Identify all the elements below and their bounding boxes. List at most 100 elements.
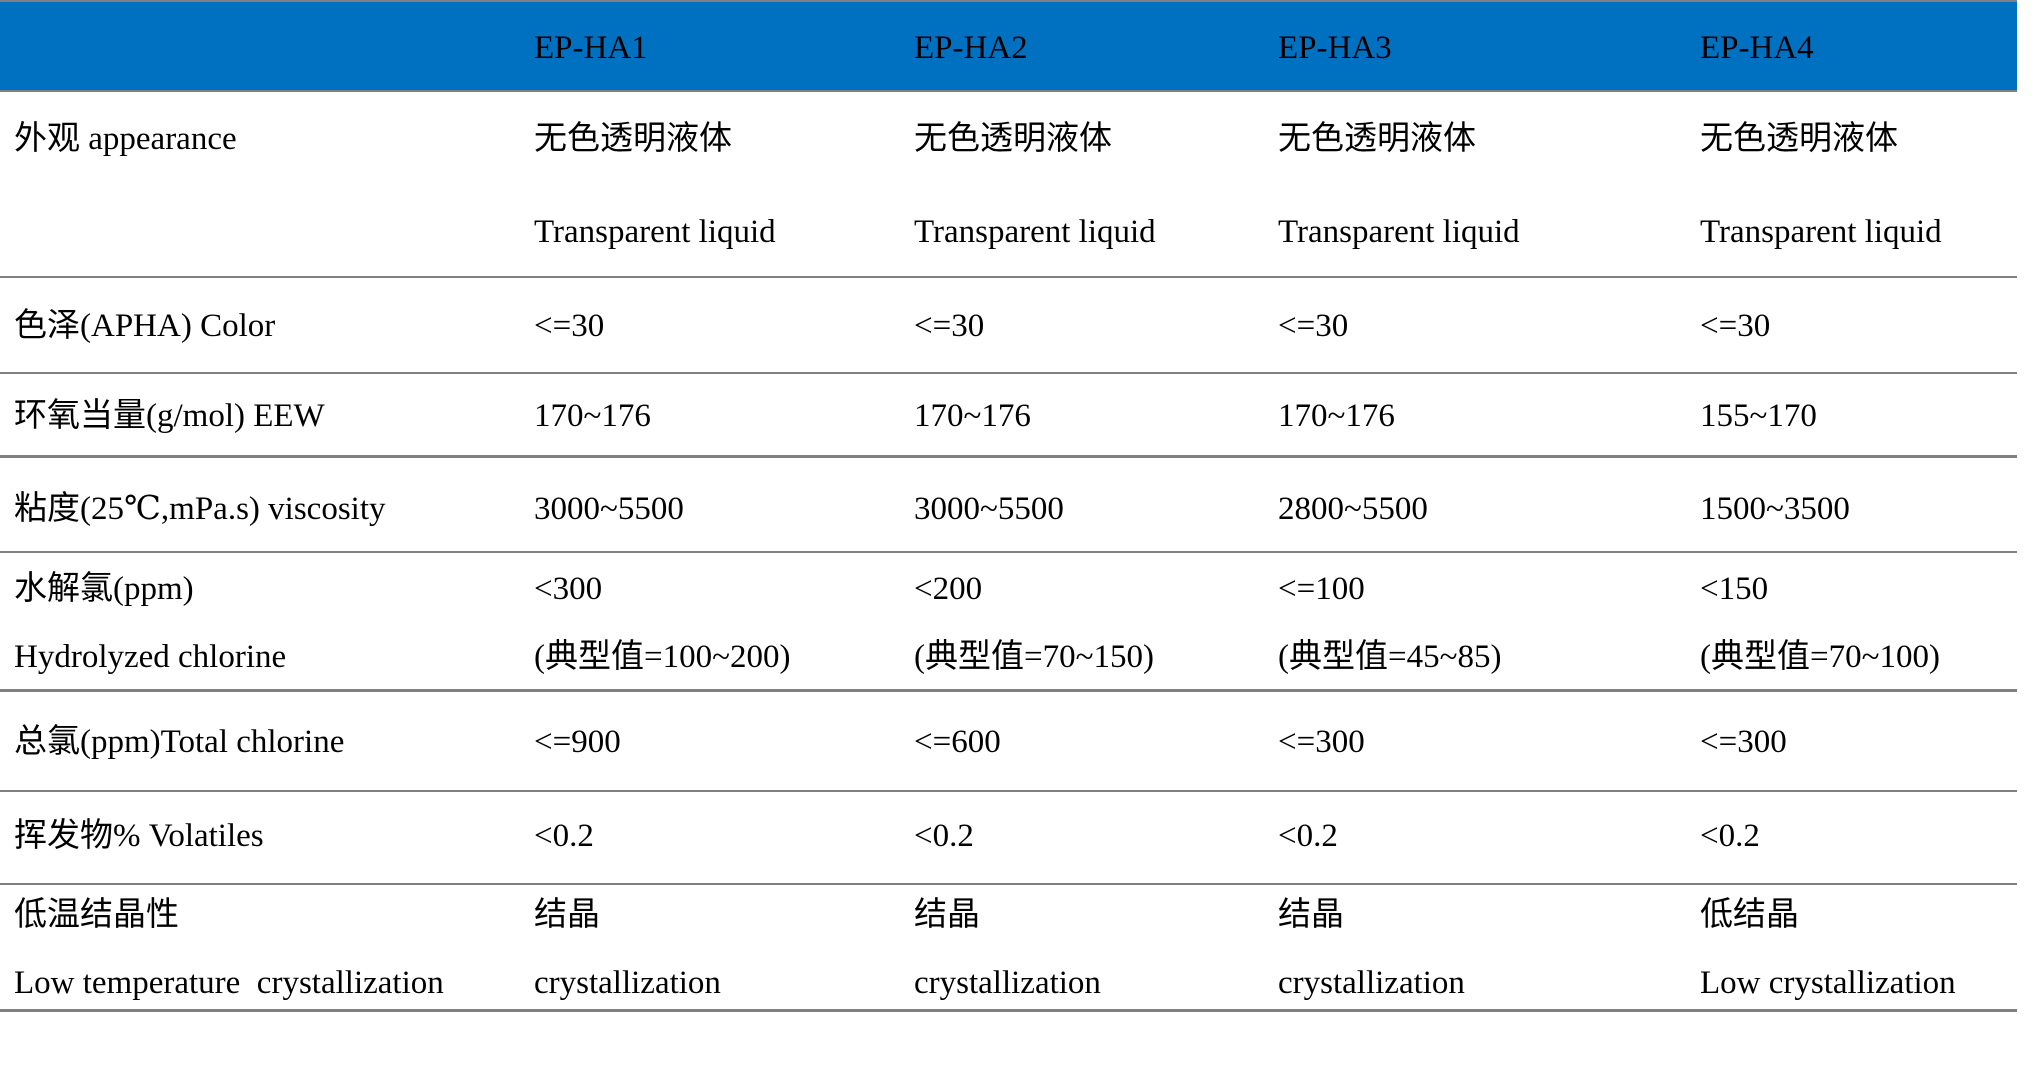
value-line: <=300 [1700, 724, 1787, 760]
value-line-typical: (典型值=70~150) [914, 639, 1154, 675]
value-ep-ha3: <=100 (典型值=45~85) [1264, 569, 1686, 689]
row-color: 色泽(APHA) Color <=30 <=30 <=30 <=30 [0, 278, 2017, 374]
column-title: EP-HA2 [914, 30, 1028, 66]
value-line: <=30 [534, 308, 605, 344]
value-ep-ha1: <0.2 [520, 816, 900, 883]
value-ep-ha4: <=30 [1686, 306, 2017, 372]
value-ep-ha4: 低结晶 Low crystallization [1686, 895, 2017, 1009]
row-eew: 环氧当量(g/mol) EEW 170~176 170~176 170~176 … [0, 374, 2017, 458]
label-line-en: Low temperature crystallization [14, 965, 444, 1001]
header-cell-ep-ha1: EP-HA1 [520, 28, 900, 90]
value-ep-ha2: 无色透明液体 Transparent liquid [900, 119, 1264, 276]
value-line-en: crystallization [1278, 965, 1465, 1001]
value-ep-ha4: <=300 [1686, 722, 2017, 790]
column-title: EP-HA1 [534, 30, 648, 66]
value-line: <=100 [1278, 571, 1365, 607]
value-ep-ha2: 3000~5500 [900, 489, 1264, 551]
value-ep-ha3: 2800~5500 [1264, 489, 1686, 551]
value-ep-ha3: <0.2 [1264, 816, 1686, 883]
value-line: <0.2 [1700, 818, 1760, 854]
value-line-zh: 结晶 [914, 897, 980, 933]
value-ep-ha1: <300 (典型值=100~200) [520, 569, 900, 689]
value-line: 155~170 [1700, 398, 1817, 434]
row-hydrolyzed-chlorine: 水解氯(ppm) Hydrolyzed chlorine <300 (典型值=1… [0, 553, 2017, 692]
value-ep-ha1: 无色透明液体 Transparent liquid [520, 119, 900, 276]
value-line: <300 [534, 571, 603, 607]
row-label: 色泽(APHA) Color [0, 306, 520, 372]
row-label: 低温结晶性 Low temperature crystallization [0, 895, 520, 1009]
row-appearance: 外观 appearance 无色透明液体 Transparent liquid … [0, 92, 2017, 278]
value-line: <200 [914, 571, 983, 607]
value-line: 2800~5500 [1278, 491, 1428, 527]
value-ep-ha2: 结晶 crystallization [900, 895, 1264, 1009]
row-total-chlorine: 总氯(ppm)Total chlorine <=900 <=600 <=300 … [0, 692, 2017, 792]
value-line: 170~176 [1278, 398, 1395, 434]
value-line: <0.2 [534, 818, 594, 854]
value-line-typical: (典型值=70~100) [1700, 639, 1940, 675]
label-line: 环氧当量(g/mol) EEW [14, 398, 325, 434]
row-label: 粘度(25℃,mPa.s) viscosity [0, 489, 520, 551]
value-line: <=900 [534, 724, 621, 760]
row-label: 总氯(ppm)Total chlorine [0, 722, 520, 790]
value-ep-ha2: <0.2 [900, 816, 1264, 883]
label-line: 外观 appearance [14, 121, 237, 157]
row-label: 水解氯(ppm) Hydrolyzed chlorine [0, 569, 520, 689]
value-ep-ha3: 170~176 [1264, 396, 1686, 455]
value-line: <=300 [1278, 724, 1365, 760]
value-line: 3000~5500 [914, 491, 1064, 527]
value-line-en: Transparent liquid [1700, 214, 1942, 250]
value-line: <0.2 [914, 818, 974, 854]
value-line-zh: 低结晶 [1700, 897, 1799, 933]
label-line: 粘度(25℃,mPa.s) viscosity [14, 491, 386, 527]
label-line: 总氯(ppm)Total chlorine [14, 724, 345, 760]
value-line-zh: 无色透明液体 [1700, 121, 1898, 157]
value-line-en: Transparent liquid [1278, 214, 1520, 250]
value-line-typical: (典型值=45~85) [1278, 639, 1502, 675]
table-header-row: EP-HA1 EP-HA2 EP-HA3 EP-HA4 [0, 0, 2017, 92]
value-ep-ha1: 170~176 [520, 396, 900, 455]
value-line-zh: 无色透明液体 [534, 121, 732, 157]
product-spec-table: EP-HA1 EP-HA2 EP-HA3 EP-HA4 外观 appearanc… [0, 0, 2017, 1012]
column-title: EP-HA3 [1278, 30, 1392, 66]
value-line-typical: (典型值=100~200) [534, 639, 791, 675]
header-cell-ep-ha2: EP-HA2 [900, 28, 1264, 90]
value-line-zh: 结晶 [534, 897, 600, 933]
value-ep-ha1: 3000~5500 [520, 489, 900, 551]
value-line: <=30 [914, 308, 985, 344]
value-line: <=600 [914, 724, 1001, 760]
header-cell-empty [0, 28, 520, 90]
label-line-zh: 水解氯(ppm) [14, 571, 194, 607]
value-ep-ha4: <150 (典型值=70~100) [1686, 569, 2017, 689]
value-ep-ha1: <=30 [520, 306, 900, 372]
value-ep-ha2: <=600 [900, 722, 1264, 790]
value-ep-ha4: <0.2 [1686, 816, 2017, 883]
value-ep-ha3: 结晶 crystallization [1264, 895, 1686, 1009]
row-crystallization: 低温结晶性 Low temperature crystallization 结晶… [0, 885, 2017, 1012]
value-line-zh: 无色透明液体 [914, 121, 1112, 157]
label-line: 挥发物% Volatiles [14, 818, 264, 854]
value-ep-ha4: 1500~3500 [1686, 489, 2017, 551]
value-ep-ha1: <=900 [520, 722, 900, 790]
header-cell-ep-ha4: EP-HA4 [1686, 28, 2017, 90]
row-volatiles: 挥发物% Volatiles <0.2 <0.2 <0.2 <0.2 [0, 792, 2017, 885]
value-ep-ha2: <=30 [900, 306, 1264, 372]
value-line: 1500~3500 [1700, 491, 1850, 527]
value-line-zh: 结晶 [1278, 897, 1344, 933]
row-label: 环氧当量(g/mol) EEW [0, 396, 520, 455]
value-line: 3000~5500 [534, 491, 684, 527]
value-line: <150 [1700, 571, 1769, 607]
row-viscosity: 粘度(25℃,mPa.s) viscosity 3000~5500 3000~5… [0, 458, 2017, 553]
value-line-zh: 无色透明液体 [1278, 121, 1476, 157]
value-line-en: Transparent liquid [914, 214, 1156, 250]
value-ep-ha4: 无色透明液体 Transparent liquid [1686, 119, 2017, 276]
value-line-en: crystallization [914, 965, 1101, 1001]
value-ep-ha4: 155~170 [1686, 396, 2017, 455]
label-line-en: Hydrolyzed chlorine [14, 639, 287, 675]
value-ep-ha2: <200 (典型值=70~150) [900, 569, 1264, 689]
label-line-zh: 低温结晶性 [14, 897, 179, 933]
value-ep-ha3: <=30 [1264, 306, 1686, 372]
value-line: 170~176 [534, 398, 651, 434]
value-line: 170~176 [914, 398, 1031, 434]
value-line: <=30 [1700, 308, 1771, 344]
value-line: <0.2 [1278, 818, 1338, 854]
